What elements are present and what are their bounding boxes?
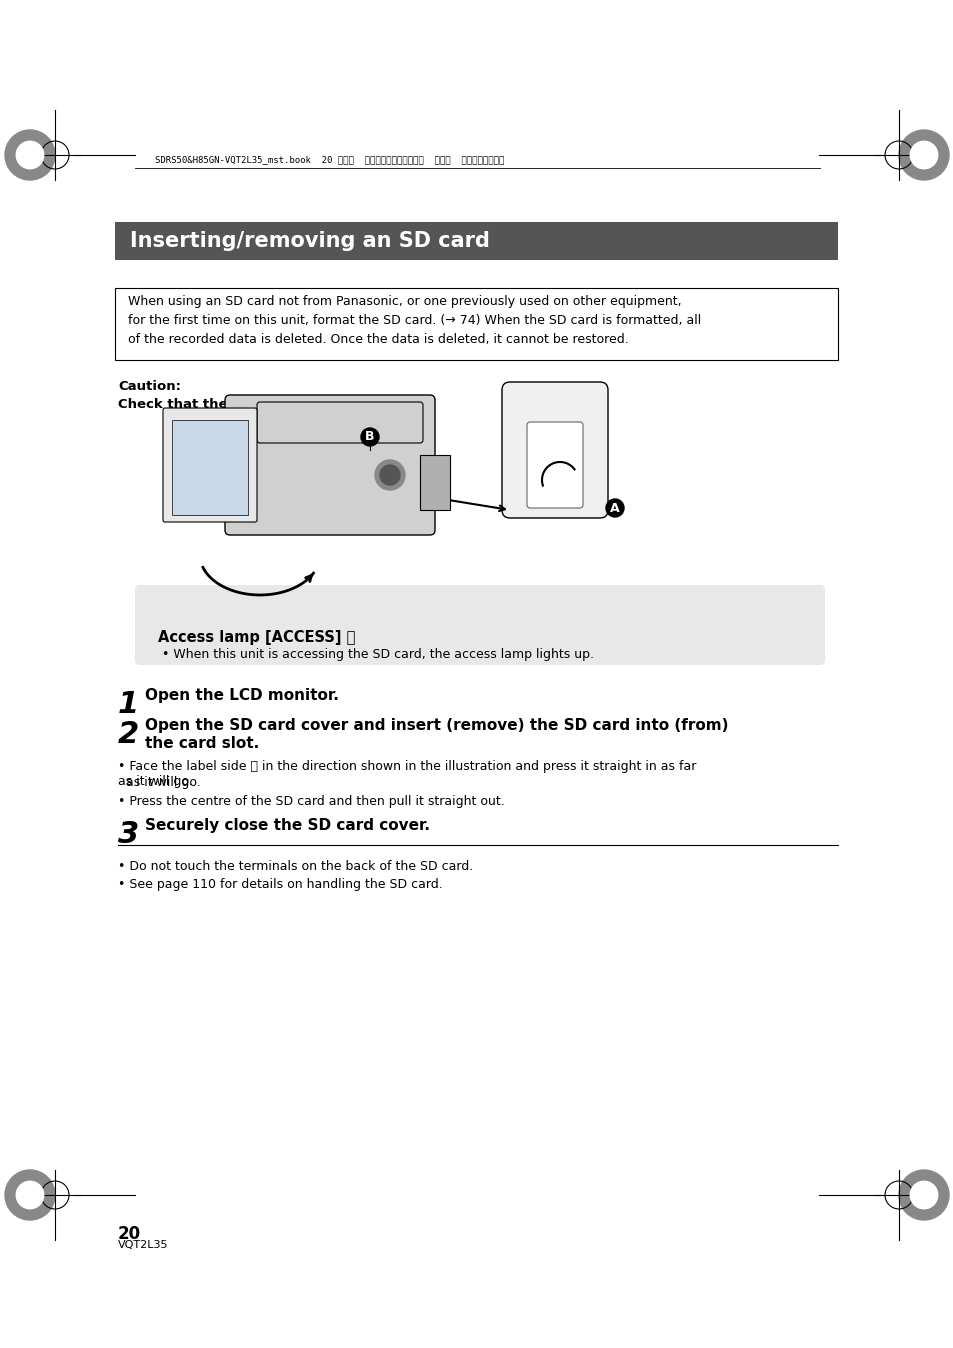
Circle shape	[5, 1170, 55, 1220]
Circle shape	[16, 142, 44, 168]
Text: • Face the label side Ⓑ in the direction shown in the illustration and press it : • Face the label side Ⓑ in the direction…	[118, 760, 696, 789]
Text: Securely close the SD card cover.: Securely close the SD card cover.	[145, 818, 430, 833]
Text: 20: 20	[118, 1225, 141, 1243]
Text: the card slot.: the card slot.	[145, 736, 259, 751]
Text: Check that the access lamp has gone off.: Check that the access lamp has gone off.	[118, 398, 425, 411]
Circle shape	[898, 1170, 948, 1220]
Circle shape	[909, 1181, 937, 1209]
FancyBboxPatch shape	[172, 421, 248, 515]
Text: • When this unit is accessing the SD card, the access lamp lights up.: • When this unit is accessing the SD car…	[162, 648, 594, 661]
FancyBboxPatch shape	[225, 395, 435, 535]
FancyBboxPatch shape	[501, 381, 607, 518]
Text: When using an SD card not from Panasonic, or one previously used on other equipm: When using an SD card not from Panasonic…	[128, 295, 700, 346]
Circle shape	[16, 1181, 44, 1209]
Circle shape	[379, 465, 399, 485]
Circle shape	[909, 142, 937, 168]
Text: Inserting/removing an SD card: Inserting/removing an SD card	[130, 231, 489, 251]
FancyBboxPatch shape	[163, 408, 256, 522]
FancyBboxPatch shape	[135, 585, 824, 665]
Text: 3: 3	[118, 820, 139, 849]
Text: • See page 110 for details on handling the SD card.: • See page 110 for details on handling t…	[118, 878, 442, 891]
Text: B: B	[365, 430, 375, 443]
Text: Open the SD card cover and insert (remove) the SD card into (from): Open the SD card cover and insert (remov…	[145, 718, 728, 733]
FancyBboxPatch shape	[115, 222, 837, 260]
Text: A: A	[610, 501, 619, 515]
Text: 2: 2	[118, 720, 139, 749]
Text: A: A	[610, 501, 619, 515]
Text: • Press the centre of the SD card and then pull it straight out.: • Press the centre of the SD card and th…	[118, 795, 504, 807]
Circle shape	[375, 460, 405, 491]
Text: • Do not touch the terminals on the back of the SD card.: • Do not touch the terminals on the back…	[118, 860, 473, 874]
Text: Open the LCD monitor.: Open the LCD monitor.	[145, 687, 338, 704]
Text: VQT2L35: VQT2L35	[118, 1240, 169, 1250]
FancyBboxPatch shape	[419, 456, 450, 510]
Text: B: B	[365, 430, 375, 443]
FancyBboxPatch shape	[115, 288, 837, 360]
Circle shape	[898, 129, 948, 181]
FancyBboxPatch shape	[256, 402, 422, 443]
Text: 1: 1	[118, 690, 139, 718]
Text: Caution:: Caution:	[118, 380, 181, 394]
Text: SDRS50&H85GN-VQT2L35_mst.book  20 ページ  ２００９年１２月２９日  火曜日  午前１０時３０分: SDRS50&H85GN-VQT2L35_mst.book 20 ページ ２００…	[154, 155, 504, 164]
FancyBboxPatch shape	[526, 422, 582, 508]
Text: Access lamp [ACCESS] Ⓐ: Access lamp [ACCESS] Ⓐ	[158, 630, 355, 644]
Circle shape	[5, 129, 55, 181]
Text: as it will go.: as it will go.	[118, 776, 200, 789]
